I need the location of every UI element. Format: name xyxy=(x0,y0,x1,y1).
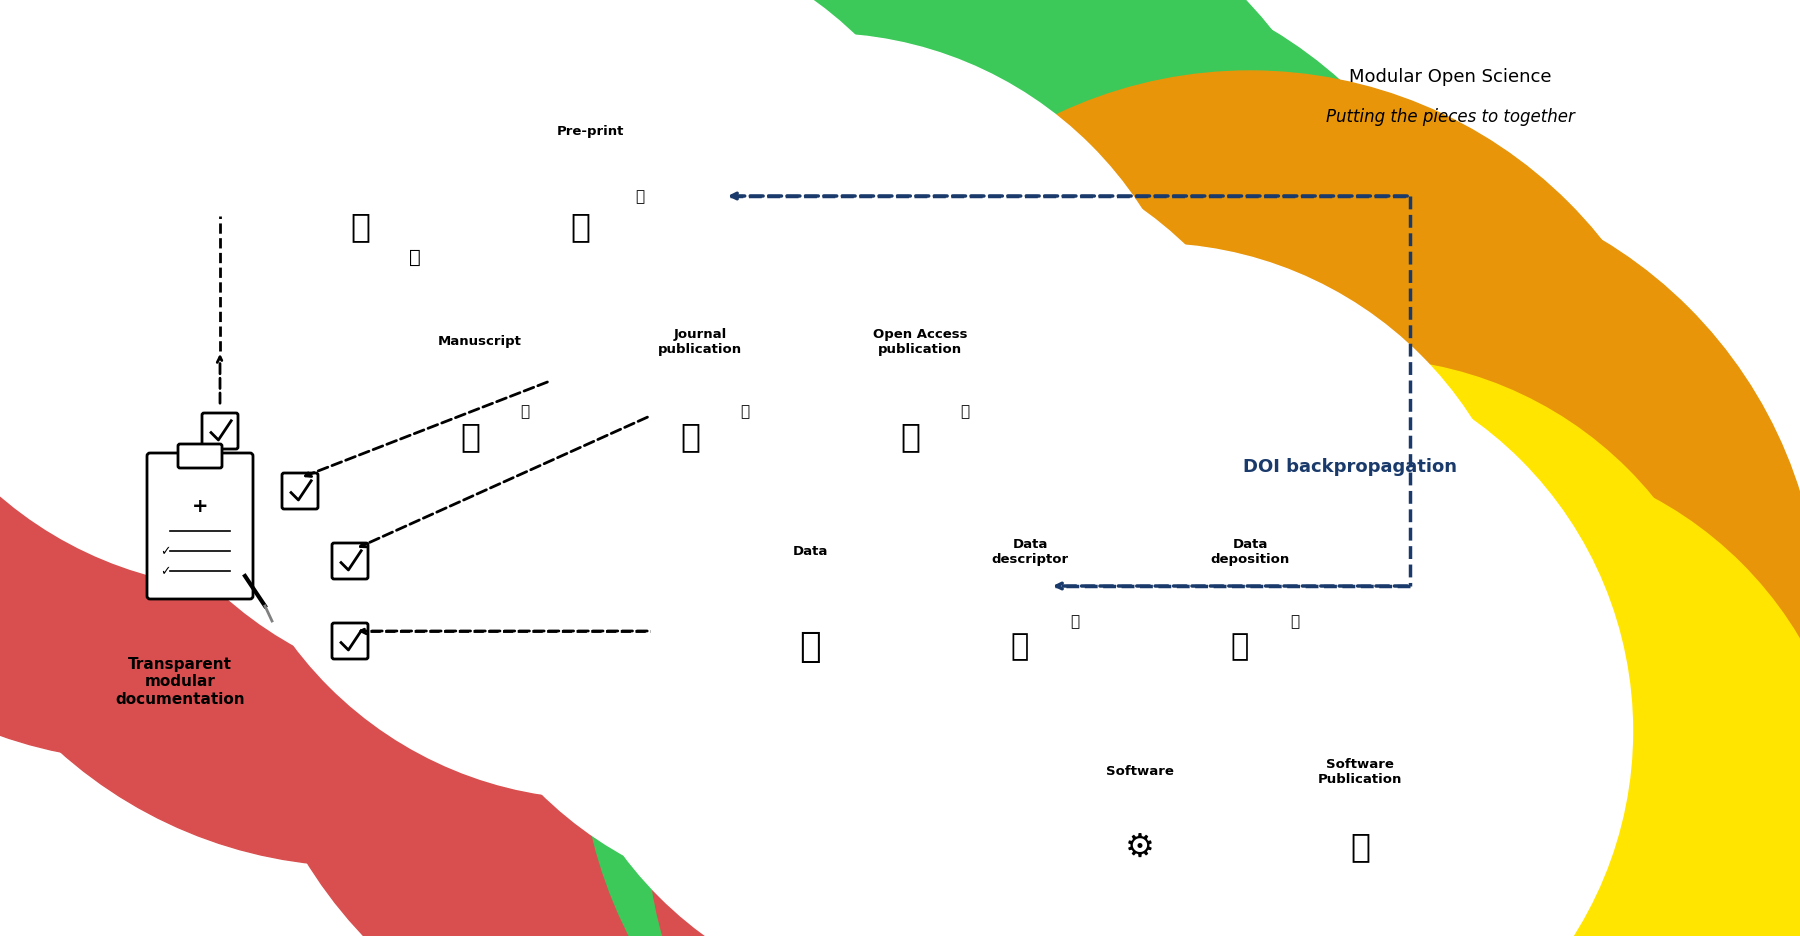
Text: Research plan: Research plan xyxy=(97,125,203,139)
Circle shape xyxy=(920,177,1800,936)
Circle shape xyxy=(0,0,632,589)
Text: Transparent
modular
documentation: Transparent modular documentation xyxy=(115,656,245,706)
FancyBboxPatch shape xyxy=(358,310,601,523)
Text: 🔗: 🔗 xyxy=(635,189,644,204)
Circle shape xyxy=(470,0,1370,761)
FancyBboxPatch shape xyxy=(29,100,272,314)
Circle shape xyxy=(259,0,1159,656)
Text: ✓: ✓ xyxy=(160,545,171,558)
Circle shape xyxy=(0,0,821,761)
Text: 📊: 📊 xyxy=(571,211,590,243)
Text: 🔗: 🔗 xyxy=(961,404,970,419)
Text: 📋: 📋 xyxy=(1012,632,1030,661)
Circle shape xyxy=(437,35,1202,798)
FancyBboxPatch shape xyxy=(202,414,238,449)
Text: ✓: ✓ xyxy=(160,565,171,578)
Circle shape xyxy=(0,0,810,866)
Text: Open Access
publication: Open Access publication xyxy=(873,328,967,356)
Text: Software: Software xyxy=(1105,765,1174,778)
Text: 📋: 📋 xyxy=(128,212,151,251)
Circle shape xyxy=(207,0,972,694)
Circle shape xyxy=(983,548,1739,936)
Circle shape xyxy=(819,416,1462,936)
Text: ⭐: ⭐ xyxy=(1231,632,1249,661)
FancyBboxPatch shape xyxy=(1024,735,1256,928)
FancyBboxPatch shape xyxy=(178,445,221,469)
Circle shape xyxy=(538,139,1303,903)
Text: 🫁: 🫁 xyxy=(799,629,821,664)
Circle shape xyxy=(140,0,1040,551)
Circle shape xyxy=(250,0,1150,761)
Circle shape xyxy=(761,548,1517,936)
Circle shape xyxy=(0,0,821,551)
Text: Putting the pieces to together: Putting the pieces to together xyxy=(1325,108,1575,125)
Text: 🔗: 🔗 xyxy=(1291,614,1300,629)
FancyBboxPatch shape xyxy=(283,474,319,509)
Circle shape xyxy=(767,244,1532,936)
Circle shape xyxy=(799,72,1699,936)
FancyBboxPatch shape xyxy=(148,454,254,599)
Circle shape xyxy=(547,244,1312,936)
FancyBboxPatch shape xyxy=(331,544,367,579)
Circle shape xyxy=(97,0,862,694)
Text: Software
Publication: Software Publication xyxy=(1318,757,1402,785)
Text: 🔗: 🔗 xyxy=(520,404,529,419)
Text: Data: Data xyxy=(792,545,828,558)
Text: Manuscript: Manuscript xyxy=(437,335,522,348)
Text: 📝: 📝 xyxy=(349,211,371,243)
Text: 📰: 📰 xyxy=(680,420,700,453)
Circle shape xyxy=(590,0,1490,866)
FancyBboxPatch shape xyxy=(688,519,932,733)
Text: 📄: 📄 xyxy=(461,420,481,453)
Text: Data
descriptor: Data descriptor xyxy=(992,537,1069,565)
Text: 🔒: 🔒 xyxy=(409,247,421,266)
Text: 💻: 💻 xyxy=(1350,829,1370,863)
Circle shape xyxy=(250,72,1150,936)
FancyBboxPatch shape xyxy=(797,310,1042,523)
Text: Pre-print: Pre-print xyxy=(556,125,623,139)
Text: 📖: 📖 xyxy=(900,420,920,453)
FancyBboxPatch shape xyxy=(1244,735,1476,928)
FancyBboxPatch shape xyxy=(1129,519,1372,733)
FancyBboxPatch shape xyxy=(248,100,491,314)
FancyBboxPatch shape xyxy=(468,100,713,314)
Circle shape xyxy=(648,454,1404,936)
Text: 🔗: 🔗 xyxy=(740,404,749,419)
FancyBboxPatch shape xyxy=(578,310,823,523)
Circle shape xyxy=(0,0,652,589)
Text: Pre-registration: Pre-registration xyxy=(310,125,430,139)
Circle shape xyxy=(218,35,983,798)
Circle shape xyxy=(580,72,1480,936)
Circle shape xyxy=(983,359,1739,936)
Text: ⚙️: ⚙️ xyxy=(1125,829,1156,863)
Text: Journal
publication: Journal publication xyxy=(659,328,742,356)
FancyBboxPatch shape xyxy=(907,519,1152,733)
Text: +: + xyxy=(193,497,209,516)
Circle shape xyxy=(0,0,481,656)
Circle shape xyxy=(868,349,1633,936)
Circle shape xyxy=(0,0,599,761)
Text: Data
deposition: Data deposition xyxy=(1210,537,1289,565)
Text: DOI backpropagation: DOI backpropagation xyxy=(1244,458,1456,475)
Text: 🔗: 🔗 xyxy=(1071,614,1080,629)
FancyBboxPatch shape xyxy=(331,623,367,659)
Circle shape xyxy=(108,0,873,589)
Circle shape xyxy=(0,0,599,551)
Circle shape xyxy=(932,510,1575,936)
Text: Modular Open Science: Modular Open Science xyxy=(1348,68,1552,86)
Circle shape xyxy=(239,177,1139,936)
Circle shape xyxy=(428,139,1192,903)
Circle shape xyxy=(1096,454,1800,936)
Circle shape xyxy=(580,282,1480,936)
